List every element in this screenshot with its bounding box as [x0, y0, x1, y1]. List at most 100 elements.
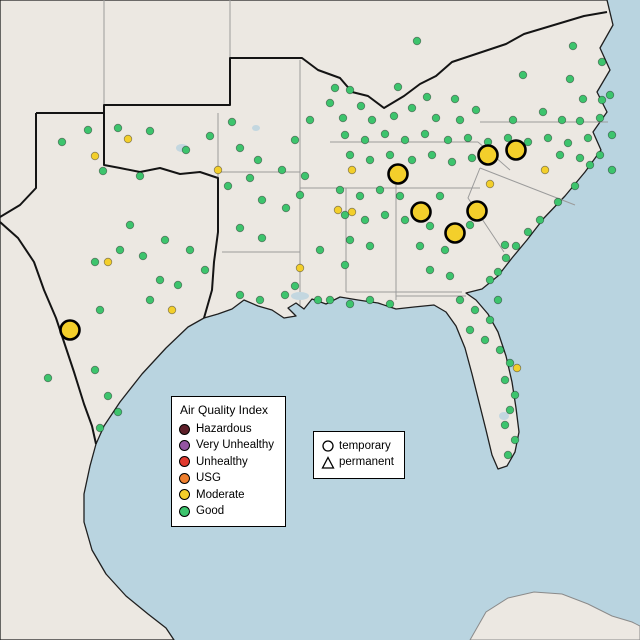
- yucatan-landmass: [469, 591, 640, 640]
- marker-good: [205, 131, 215, 141]
- very-unhealthy-swatch-icon: [179, 440, 190, 452]
- marker-good: [345, 85, 355, 95]
- marker-good: [467, 153, 477, 163]
- usg-swatch-icon: [179, 472, 190, 484]
- marker-moderate: [347, 165, 357, 175]
- marker-good: [325, 295, 335, 305]
- aqi-markers: [43, 36, 617, 460]
- temporary-circle-icon: [321, 439, 335, 453]
- marker-good: [380, 210, 390, 220]
- marker-good: [90, 365, 100, 375]
- marker-good: [155, 275, 165, 285]
- marker-good: [290, 135, 300, 145]
- marker-moderate-temporary: [59, 319, 81, 341]
- marker-good: [365, 295, 375, 305]
- marker-good: [607, 165, 617, 175]
- marker-good: [511, 241, 521, 251]
- marker-good: [443, 135, 453, 145]
- legend-item-unhealthy: Unhealthy: [179, 455, 277, 469]
- legend-item-label: Hazardous: [196, 423, 252, 435]
- marker-good: [415, 241, 425, 251]
- marker-good: [578, 94, 588, 104]
- marker-good: [523, 227, 533, 237]
- marker-good: [450, 94, 460, 104]
- marker-good: [505, 405, 515, 415]
- marker-moderate: [167, 305, 177, 315]
- marker-good: [338, 113, 348, 123]
- marker-good: [393, 82, 403, 92]
- region-border: [103, 11, 608, 113]
- marker-good: [315, 245, 325, 255]
- marker-good: [356, 101, 366, 111]
- marker-moderate: [123, 134, 133, 144]
- marker-good: [305, 115, 315, 125]
- marker-good: [290, 281, 300, 291]
- marker-good: [385, 299, 395, 309]
- marker-good: [500, 375, 510, 385]
- state-borders: [103, 0, 608, 305]
- marker-good: [431, 113, 441, 123]
- marker-good: [523, 137, 533, 147]
- marker-good: [538, 107, 548, 117]
- marker-good: [280, 290, 290, 300]
- marker-good: [300, 171, 310, 181]
- marker-good: [367, 115, 377, 125]
- aqi-legend: Air Quality Index Hazardous Very Unhealt…: [171, 396, 286, 528]
- marker-good: [125, 220, 135, 230]
- marker-good: [115, 245, 125, 255]
- marker-good: [500, 240, 510, 250]
- marker-good: [181, 145, 191, 155]
- legend-item-label: temporary: [339, 440, 391, 452]
- marker-good: [145, 126, 155, 136]
- marker-good: [518, 70, 528, 80]
- marker-good: [355, 191, 365, 201]
- marker-moderate-temporary: [387, 163, 409, 185]
- marker-good: [83, 125, 93, 135]
- marker-good: [583, 133, 593, 143]
- marker-good: [503, 450, 513, 460]
- permanent-triangle-icon: [321, 455, 335, 470]
- marker-good: [422, 92, 432, 102]
- marker-good: [345, 299, 355, 309]
- marker-good: [345, 235, 355, 245]
- marker-moderate-temporary: [466, 200, 488, 222]
- legend-item-temporary: temporary: [321, 439, 396, 453]
- marker-good: [553, 197, 563, 207]
- marker-good: [595, 150, 605, 160]
- marker-moderate: [540, 165, 550, 175]
- marker-good: [465, 220, 475, 230]
- marker-good: [335, 185, 345, 195]
- marker-good: [43, 373, 53, 383]
- marker-moderate-temporary: [477, 144, 499, 166]
- marker-good: [200, 265, 210, 275]
- marker-good: [510, 390, 520, 400]
- marker-good: [277, 165, 287, 175]
- marker-moderate-temporary: [444, 222, 466, 244]
- marker-good: [607, 130, 617, 140]
- marker-good: [385, 150, 395, 160]
- marker-good: [568, 41, 578, 51]
- marker-good: [485, 275, 495, 285]
- legend-item-hazardous: Hazardous: [179, 422, 277, 436]
- marker-good: [340, 130, 350, 140]
- unhealthy-swatch-icon: [179, 456, 190, 468]
- marker-good: [173, 280, 183, 290]
- marker-moderate: [347, 207, 357, 217]
- legend-item-label: USG: [196, 472, 221, 485]
- marker-good: [90, 257, 100, 267]
- marker-good: [340, 210, 350, 220]
- aqi-legend-title: Air Quality Index: [180, 403, 269, 417]
- legend-item-label: permanent: [339, 456, 394, 469]
- marker-good: [235, 223, 245, 233]
- marker-good: [330, 83, 340, 93]
- marker-good: [340, 260, 350, 270]
- marker-good: [505, 358, 515, 368]
- marker-moderate-temporary: [410, 201, 432, 223]
- marker-moderate: [485, 179, 495, 189]
- marker-good: [445, 271, 455, 281]
- marker-good: [425, 221, 435, 231]
- station-type-legend: temporary permanent: [313, 431, 405, 479]
- marker-good: [510, 435, 520, 445]
